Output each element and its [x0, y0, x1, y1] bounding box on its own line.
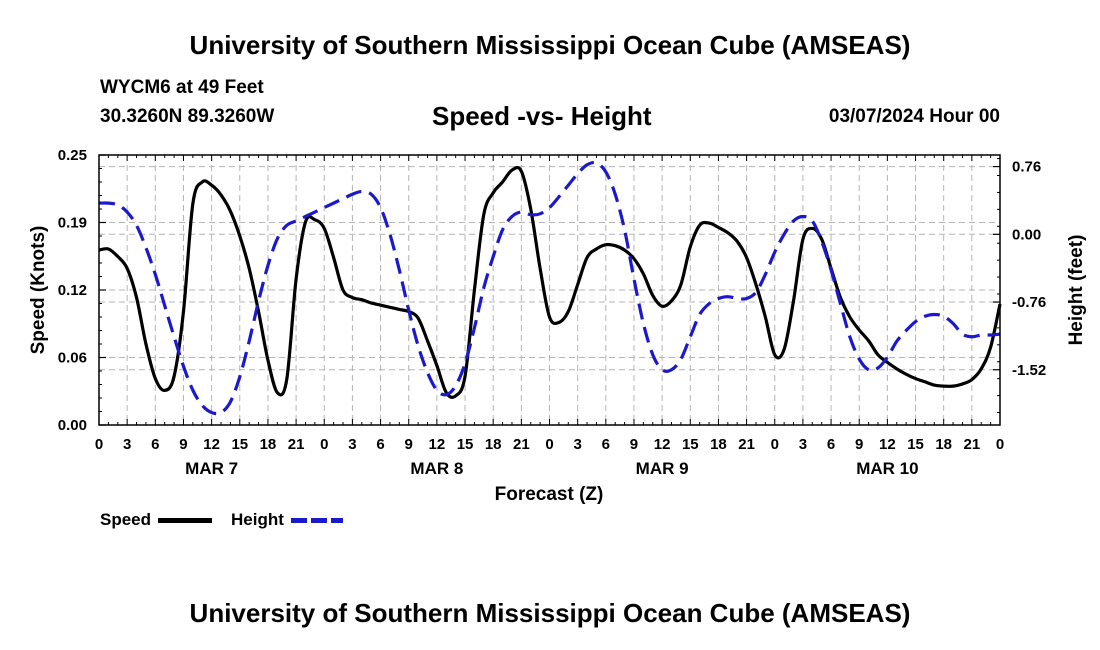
x-tick-label: 6 [827, 436, 835, 453]
series-layer [98, 160, 1002, 416]
x-day-label: MAR 8 [410, 459, 463, 478]
legend-height-label: Height [231, 510, 284, 529]
x-tick-label: 18 [710, 436, 727, 453]
x-day-label: MAR 9 [636, 459, 689, 478]
x-tick-label: 15 [231, 436, 248, 453]
x-tick-label: 0 [771, 436, 779, 453]
x-tick-label: 0 [996, 436, 1004, 453]
x-tick-label: 3 [573, 436, 581, 453]
y-right-tick-label: 0.00 [1012, 226, 1041, 243]
footer-title: University of Southern Mississippi Ocean… [189, 598, 911, 628]
y-left-tick-label: 0.00 [58, 417, 87, 434]
x-tick-label: 6 [602, 436, 610, 453]
x-tick-label: 12 [879, 436, 896, 453]
chart-subtitle: Speed -vs- Height [432, 101, 652, 131]
x-tick-label: 21 [964, 436, 981, 453]
x-day-label: MAR 7 [185, 459, 238, 478]
legend-speed-label: Speed [100, 510, 152, 529]
x-tick-label: 9 [405, 436, 413, 453]
y-right-tick-label: -0.76 [1012, 294, 1046, 311]
x-day-label: MAR 10 [856, 459, 918, 478]
speed-series-line [98, 165, 1002, 399]
x-tick-label: 12 [203, 436, 220, 453]
y-right-tick-label: 0.76 [1012, 159, 1041, 176]
x-tick-label: 9 [630, 436, 638, 453]
x-tick-label: 9 [179, 436, 187, 453]
x-tick-label: 21 [738, 436, 755, 453]
y-left-tick-label: 0.06 [58, 350, 87, 367]
x-tick-label: 0 [320, 436, 328, 453]
x-tick-label: 3 [348, 436, 356, 453]
x-axis-title: Forecast (Z) [495, 484, 604, 505]
x-tick-label: 3 [799, 436, 807, 453]
y-right-axis-title: Height (feet) [1066, 235, 1087, 346]
x-tick-label: 18 [935, 436, 952, 453]
x-tick-label: 12 [429, 436, 446, 453]
x-tick-label: 0 [95, 436, 103, 453]
x-tick-label: 6 [376, 436, 384, 453]
main-title: University of Southern Mississippi Ocean… [189, 30, 911, 60]
grid-layer [98, 154, 1001, 426]
x-tick-label: 15 [457, 436, 474, 453]
x-tick-label: 6 [151, 436, 159, 453]
height-series-line [98, 160, 1001, 416]
legend-height-swatch [291, 518, 343, 523]
y-left-tick-label: 0.25 [58, 147, 87, 164]
x-tick-label: 3 [123, 436, 131, 453]
legend-speed-swatch [158, 518, 212, 523]
x-tick-label: 21 [288, 436, 305, 453]
y-right-tick-label: -1.52 [1012, 362, 1046, 379]
x-tick-label: 18 [260, 436, 277, 453]
x-tick-label: 0 [545, 436, 553, 453]
x-tick-label: 18 [485, 436, 502, 453]
forecast-datetime: 03/07/2024 Hour 00 [828, 106, 1000, 127]
x-tick-label: 9 [855, 436, 863, 453]
x-tick-label: 21 [513, 436, 530, 453]
x-tick-label: 15 [907, 436, 924, 453]
y-left-tick-label: 0.12 [58, 282, 87, 299]
x-tick-label: 12 [654, 436, 671, 453]
y-left-axis-title: Speed (Knots) [28, 226, 49, 355]
y-left-tick-label: 0.19 [58, 215, 87, 232]
station-label: WYCM6 at 49 Feet [100, 77, 264, 98]
axis-layer: 0 3 6 9 12 15 18 21 0 3 6 9 12 15 18 21 0 3 6 9 12 15 18 21 0 3 6 9… [58, 147, 1046, 478]
x-tick-label: 15 [682, 436, 699, 453]
coordinates-label: 30.3260N 89.3260W [100, 106, 275, 127]
